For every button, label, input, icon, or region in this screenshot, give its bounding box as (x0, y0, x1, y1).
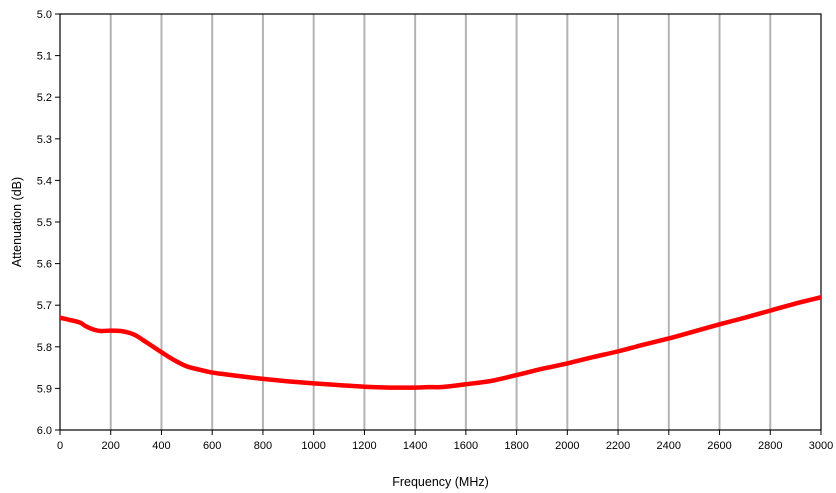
x-tick-label: 1200 (352, 440, 376, 452)
y-tick-label: 5.0 (37, 9, 52, 21)
x-tick-label: 2400 (657, 440, 681, 452)
x-tick-label: 2800 (758, 440, 782, 452)
series-layer (60, 295, 821, 390)
y-tick-label: 5.6 (37, 259, 52, 271)
attenuation-series-line (60, 295, 821, 390)
x-tick-label: 2200 (606, 440, 630, 452)
y-tick-label: 6.0 (37, 425, 52, 437)
x-tick-label: 1000 (301, 440, 325, 452)
x-axis-title: Frequency (MHz) (392, 475, 489, 489)
y-axis-title: Attenuation (dB) (10, 177, 24, 267)
x-tick-label: 2000 (555, 440, 579, 452)
y-tick-label: 5.1 (37, 51, 52, 63)
x-tick-label: 800 (254, 440, 272, 452)
x-tick-label: 400 (152, 440, 170, 452)
y-tick-label: 5.5 (37, 217, 52, 229)
y-tick-label: 5.4 (37, 175, 52, 187)
gridlines (109, 14, 772, 430)
y-tick-label: 5.7 (37, 300, 52, 312)
y-tick-label: 5.2 (37, 92, 52, 104)
x-tick-label: 1600 (454, 440, 478, 452)
x-tick-label: 200 (102, 440, 120, 452)
y-tick-label: 5.8 (37, 342, 52, 354)
x-tick-label: 1400 (403, 440, 427, 452)
x-tick-label: 600 (203, 440, 221, 452)
y-tick-label: 5.3 (37, 134, 52, 146)
x-tick-label: 1800 (504, 440, 528, 452)
x-tick-label: 2600 (707, 440, 731, 452)
axis-ticks: 0 200 400 600 800 1000 1200 1400 1600 1800 2000 220… (37, 9, 834, 452)
y-tick-label: 5.9 (37, 383, 52, 395)
x-tick-label: 0 (57, 440, 63, 452)
x-tick-label: 3000 (809, 440, 833, 452)
